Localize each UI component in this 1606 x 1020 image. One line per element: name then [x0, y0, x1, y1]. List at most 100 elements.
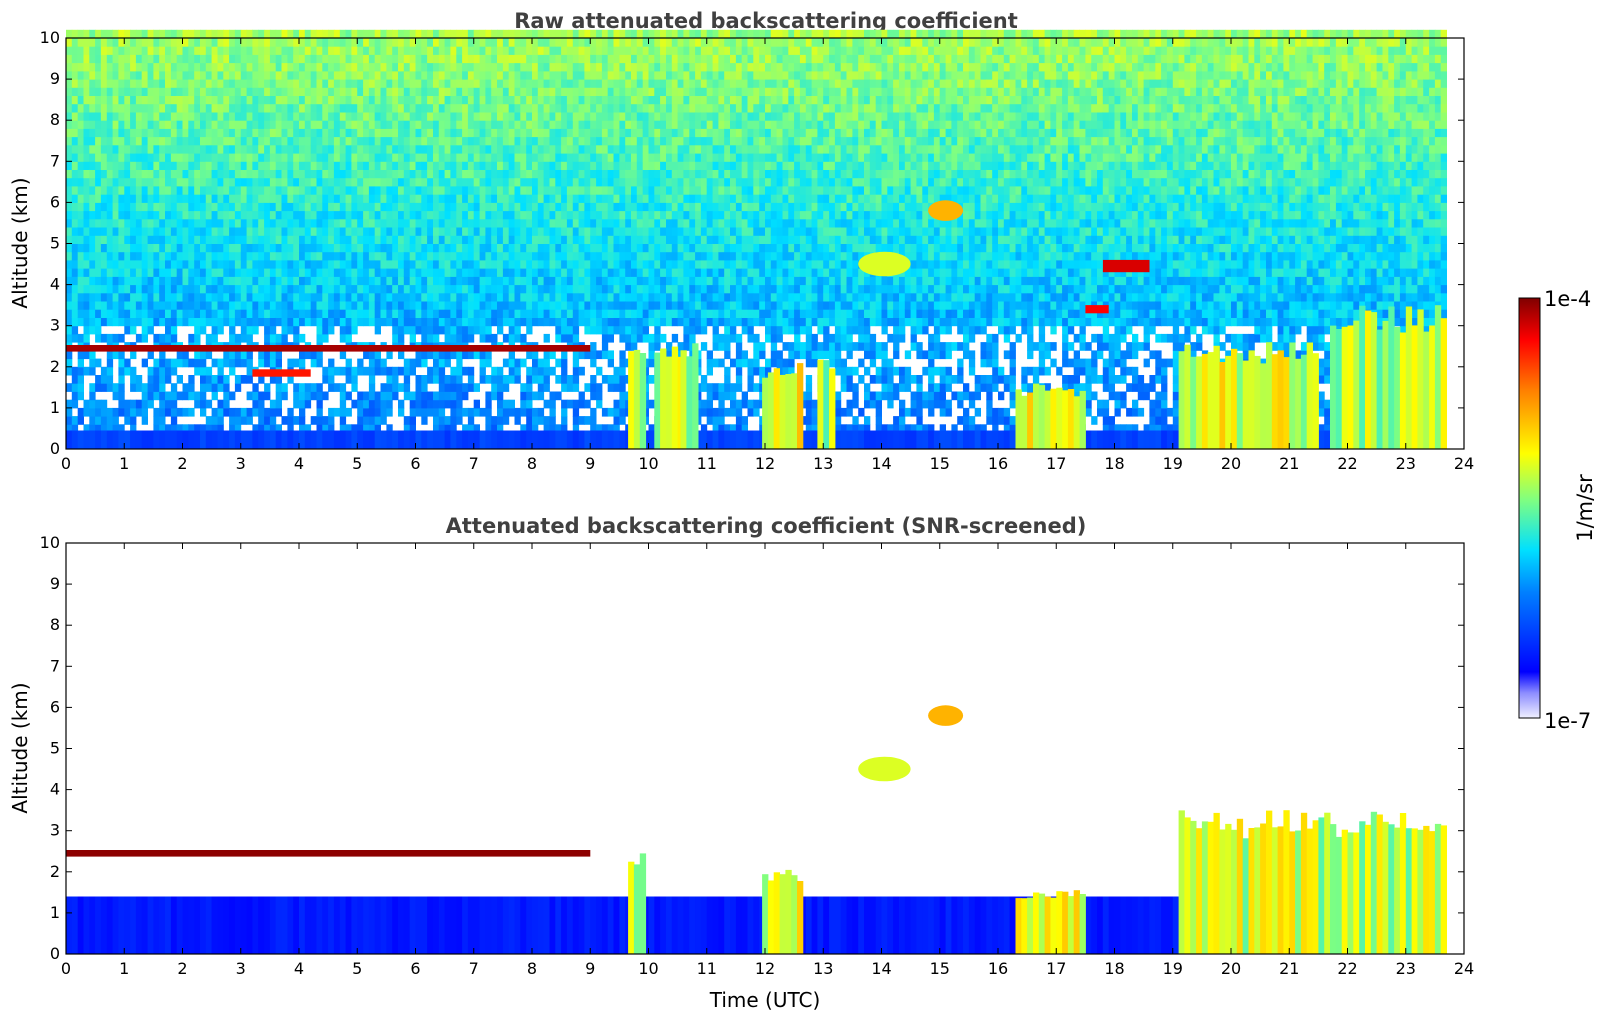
heatmap-cell — [205, 399, 213, 409]
heatmap-cell — [95, 358, 102, 368]
heatmap-cell — [246, 62, 253, 72]
heatmap-cell — [71, 276, 79, 286]
heatmap-cell — [293, 112, 300, 121]
heatmap-cell — [83, 366, 90, 376]
heatmap-cell — [514, 169, 521, 179]
heatmap-cell — [217, 87, 224, 96]
heatmap-cell — [252, 391, 259, 401]
heatmap-cell — [695, 309, 702, 318]
heatmap-cell — [590, 358, 597, 368]
heatmap-cell — [211, 251, 218, 261]
heatmap-cell — [514, 251, 521, 261]
heatmap-cell — [374, 79, 381, 88]
heatmap-cell — [438, 38, 446, 47]
heatmap-cell — [223, 375, 230, 384]
heatmap-cell — [660, 153, 667, 162]
heatmap-cell — [159, 358, 166, 368]
heatmap-cell — [95, 407, 102, 417]
heatmap-cell — [363, 186, 370, 195]
heatmap-cell — [526, 46, 533, 55]
heatmap-cell — [462, 46, 469, 55]
heatmap-cell — [456, 112, 463, 121]
heatmap-cell — [176, 251, 183, 261]
heatmap-cell — [141, 309, 148, 318]
heatmap-cell — [363, 243, 370, 253]
heatmap-cell — [514, 87, 521, 96]
heatmap-cell — [561, 46, 568, 55]
heatmap-cell — [444, 416, 451, 425]
heatmap-cell — [141, 169, 148, 179]
heatmap-cell — [479, 333, 486, 343]
heatmap-cell — [555, 391, 562, 401]
heatmap-cell — [293, 383, 300, 392]
heatmap-cell — [71, 292, 79, 302]
heatmap-cell — [648, 186, 655, 195]
heatmap-cell — [310, 391, 317, 401]
heatmap-cell — [141, 46, 148, 55]
heatmap-cell — [555, 161, 562, 170]
heatmap-cell — [601, 284, 609, 294]
heatmap-cell — [607, 276, 614, 286]
heatmap-cell — [671, 128, 679, 138]
heatmap-cell — [392, 366, 399, 376]
heatmap-cell — [671, 103, 679, 113]
heatmap-cell — [613, 325, 620, 335]
heatmap-cell — [95, 103, 102, 113]
heatmap-cell — [281, 243, 288, 253]
heatmap-cell — [648, 95, 655, 105]
heatmap-cell — [485, 243, 492, 253]
heatmap-cell — [217, 309, 224, 318]
heatmap-cell — [234, 407, 242, 417]
heatmap-cell — [106, 350, 114, 360]
heatmap-cell — [217, 284, 224, 294]
heatmap-cell — [578, 276, 585, 286]
heatmap-cell — [293, 251, 300, 261]
heatmap-cell — [246, 194, 253, 203]
heatmap-cell — [118, 276, 125, 286]
heatmap-cell — [194, 95, 201, 105]
heatmap-cell — [403, 292, 411, 302]
heatmap-cell — [374, 243, 381, 253]
heatmap-cell — [479, 161, 486, 170]
heatmap-cell — [223, 62, 230, 72]
heatmap-cell — [345, 46, 352, 55]
heatmap-cell — [211, 87, 218, 96]
heatmap-cell — [601, 144, 609, 154]
heatmap-cell — [333, 194, 341, 203]
heatmap-cell — [380, 153, 387, 162]
heatmap-cell — [77, 54, 84, 64]
heatmap-cell — [467, 79, 475, 88]
heatmap-cell — [380, 284, 387, 294]
heatmap-cell — [106, 375, 114, 384]
heatmap-cell — [368, 120, 376, 129]
heatmap-cell — [124, 358, 131, 368]
heatmap-cell — [427, 399, 434, 409]
heatmap-cell — [462, 268, 469, 277]
heatmap-cell — [450, 169, 457, 179]
heatmap-cell — [543, 153, 550, 162]
heatmap-cell — [322, 46, 329, 55]
heatmap-cell — [485, 169, 492, 179]
heatmap-cell — [293, 325, 300, 335]
heatmap-cell — [357, 424, 364, 433]
heatmap-cell — [438, 54, 446, 64]
heatmap-cell — [293, 210, 300, 220]
heatmap-cell — [596, 259, 603, 269]
heatmap-cell — [275, 333, 282, 343]
heatmap-cell — [293, 46, 300, 55]
heatmap-cell — [578, 194, 585, 203]
heatmap-cell — [415, 391, 422, 401]
heatmap-cell — [106, 54, 114, 64]
heatmap-cell — [537, 161, 545, 170]
heatmap-cell — [130, 79, 137, 88]
heatmap-cell — [642, 292, 649, 302]
heatmap-cell — [403, 251, 411, 261]
heatmap-cell — [333, 169, 341, 179]
heatmap-cell — [491, 144, 498, 154]
heatmap-cell — [398, 169, 405, 179]
heatmap-cell — [339, 276, 347, 286]
heatmap-cell — [561, 169, 568, 179]
heatmap-cell — [299, 268, 306, 277]
heatmap-cell — [398, 38, 405, 47]
